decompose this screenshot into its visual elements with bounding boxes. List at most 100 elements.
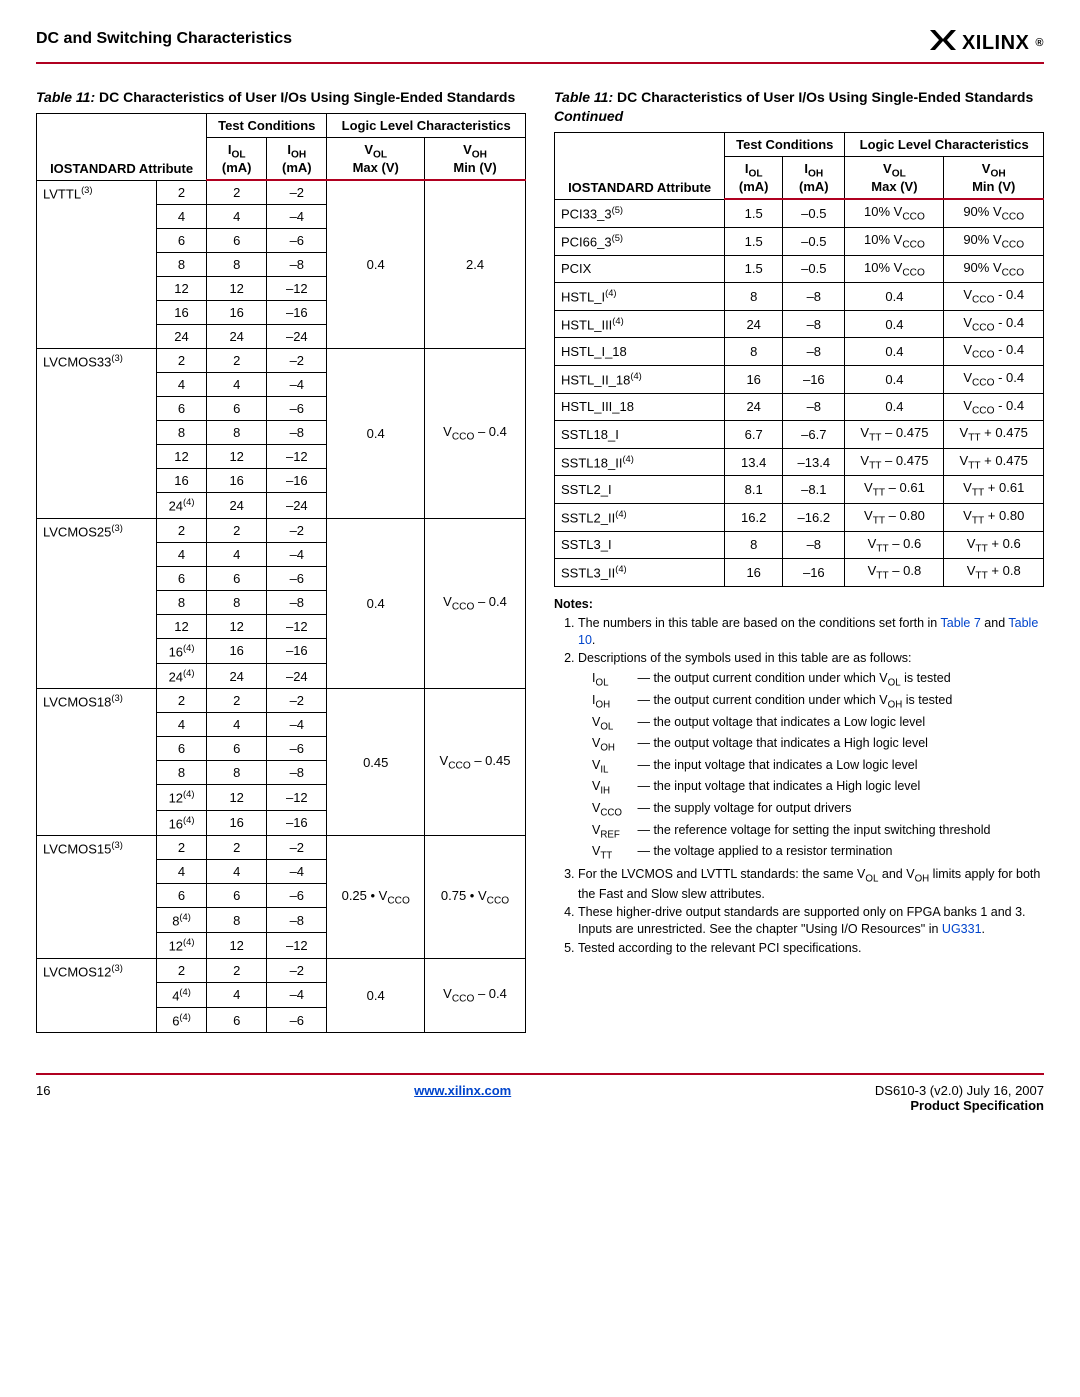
table-row: HSTL_I_188–80.4VCCO - 0.4	[555, 338, 1044, 366]
table-row: HSTL_III(4)24–80.4VCCO - 0.4	[555, 310, 1044, 338]
vol-cell: 0.45	[327, 689, 425, 836]
voh-cell: VCCO - 0.4	[944, 283, 1044, 311]
iol-cell: 1.5	[725, 199, 783, 227]
hdr-ioh-r: IOH(mA)	[783, 156, 845, 199]
iol-cell: 12	[207, 933, 267, 958]
voh-cell: VTT + 0.475	[944, 421, 1044, 449]
drive-strength: 8	[156, 590, 206, 614]
iostandard-name: HSTL_III(4)	[555, 310, 725, 338]
note-4: These higher-drive output standards are …	[578, 904, 1044, 938]
iostandard-name: LVTTL(3)	[37, 180, 157, 349]
iostandard-name: PCIX	[555, 255, 725, 283]
iol-cell: 12	[207, 277, 267, 301]
drive-strength: 8	[156, 421, 206, 445]
drive-strength: 16	[156, 469, 206, 493]
drive-strength: 6	[156, 397, 206, 421]
voh-cell: VCCO - 0.4	[944, 310, 1044, 338]
iol-cell: 4	[207, 713, 267, 737]
ioh-cell: –4	[267, 205, 327, 229]
drive-strength: 6(4)	[156, 1008, 206, 1033]
table-right-caption: Table 11: DC Characteristics of User I/O…	[554, 88, 1044, 126]
symbol-definition: VCCO — the supply voltage for output dri…	[592, 799, 1044, 821]
drive-strength: 16	[156, 301, 206, 325]
ioh-cell: –8	[783, 338, 845, 366]
voh-cell: VTT + 0.61	[944, 476, 1044, 504]
iol-cell: 16	[725, 365, 783, 393]
iol-cell: 2	[207, 836, 267, 860]
ioh-cell: –0.5	[783, 227, 845, 255]
drive-strength: 2	[156, 180, 206, 205]
iostandard-name: SSTL2_I	[555, 476, 725, 504]
table-row: LVCMOS15(3)22–20.25 • VCCO0.75 • VCCO	[37, 836, 526, 860]
symbol-definition: VOL — the output voltage that indicates …	[592, 713, 1044, 735]
iol-cell: 24	[207, 493, 267, 518]
link-table7[interactable]: Table 7	[941, 616, 981, 630]
drive-strength: 16(4)	[156, 638, 206, 663]
drive-strength: 6	[156, 566, 206, 590]
ioh-cell: –6	[267, 737, 327, 761]
vol-cell: 0.25 • VCCO	[327, 836, 425, 959]
note-5: Tested according to the relevant PCI spe…	[578, 940, 1044, 957]
iol-cell: 8	[207, 590, 267, 614]
voh-cell: VCCO – 0.4	[425, 349, 526, 518]
ioh-cell: –8	[783, 531, 845, 559]
symbol-definition: VREF — the reference voltage for setting…	[592, 821, 1044, 843]
ioh-cell: –8.1	[783, 476, 845, 504]
drive-strength: 12	[156, 277, 206, 301]
notes-title: Notes:	[554, 597, 1044, 611]
iol-cell: 6	[207, 1008, 267, 1033]
ioh-cell: –0.5	[783, 199, 845, 227]
table-row: PCI66_3(5)1.5–0.510% VCCO90% VCCO	[555, 227, 1044, 255]
logo-mark-icon	[930, 30, 956, 56]
iostandard-name: SSTL3_I	[555, 531, 725, 559]
ioh-cell: –2	[267, 689, 327, 713]
iol-cell: 16	[207, 638, 267, 663]
voh-cell: 0.75 • VCCO	[425, 836, 526, 959]
ioh-cell: –6	[267, 397, 327, 421]
drive-strength: 2	[156, 689, 206, 713]
table-row: SSTL3_II(4)16–16VTT – 0.8VTT + 0.8	[555, 559, 1044, 587]
drive-strength: 4	[156, 713, 206, 737]
drive-strength: 12	[156, 614, 206, 638]
iol-cell: 24	[207, 664, 267, 689]
drive-strength: 24(4)	[156, 493, 206, 518]
iol-cell: 2	[207, 349, 267, 373]
voh-cell: VCCO - 0.4	[944, 365, 1044, 393]
voh-cell: VTT + 0.6	[944, 531, 1044, 559]
iol-cell: 4	[207, 982, 267, 1007]
ioh-cell: –24	[267, 493, 327, 518]
vol-cell: 0.4	[845, 283, 944, 311]
vol-cell: 0.4	[327, 958, 425, 1033]
ioh-cell: –4	[267, 982, 327, 1007]
note-3: For the LVCMOS and LVTTL standards: the …	[578, 866, 1044, 903]
ioh-cell: –16	[267, 301, 327, 325]
ioh-cell: –6	[267, 566, 327, 590]
drive-strength: 4	[156, 205, 206, 229]
iol-cell: 8	[725, 283, 783, 311]
iol-cell: 2	[207, 958, 267, 982]
iol-cell: 8	[725, 531, 783, 559]
link-ug331[interactable]: UG331	[942, 922, 982, 936]
ioh-cell: –13.4	[783, 448, 845, 476]
ioh-cell: –4	[267, 542, 327, 566]
hdr-voh-r: VOHMin (V)	[944, 156, 1044, 199]
ioh-cell: –2	[267, 518, 327, 542]
iol-cell: 8	[207, 908, 267, 933]
page-header: DC and Switching Characteristics XILINX®	[36, 30, 1044, 64]
voh-cell: VTT + 0.8	[944, 559, 1044, 587]
drive-strength: 12(4)	[156, 785, 206, 810]
vol-cell: VTT – 0.6	[845, 531, 944, 559]
table-row: SSTL3_I8–8VTT – 0.6VTT + 0.6	[555, 531, 1044, 559]
table-row: HSTL_III_1824–80.4VCCO - 0.4	[555, 393, 1044, 421]
footer-url[interactable]: www.xilinx.com	[414, 1083, 511, 1098]
left-column: Table 11: DC Characteristics of User I/O…	[36, 88, 526, 1033]
drive-strength: 4(4)	[156, 982, 206, 1007]
hdr-test-conditions: Test Conditions	[207, 113, 327, 137]
symbol-definition: IOH — the output current condition under…	[592, 691, 1044, 713]
footer-page-num: 16	[36, 1083, 50, 1098]
iostandard-name: LVCMOS25(3)	[37, 518, 157, 689]
hdr-iol-r: IOL(mA)	[725, 156, 783, 199]
ioh-cell: –16	[267, 810, 327, 835]
vol-cell: 0.4	[327, 180, 425, 349]
hdr-iostandard-r: IOSTANDARD Attribute	[555, 132, 725, 199]
